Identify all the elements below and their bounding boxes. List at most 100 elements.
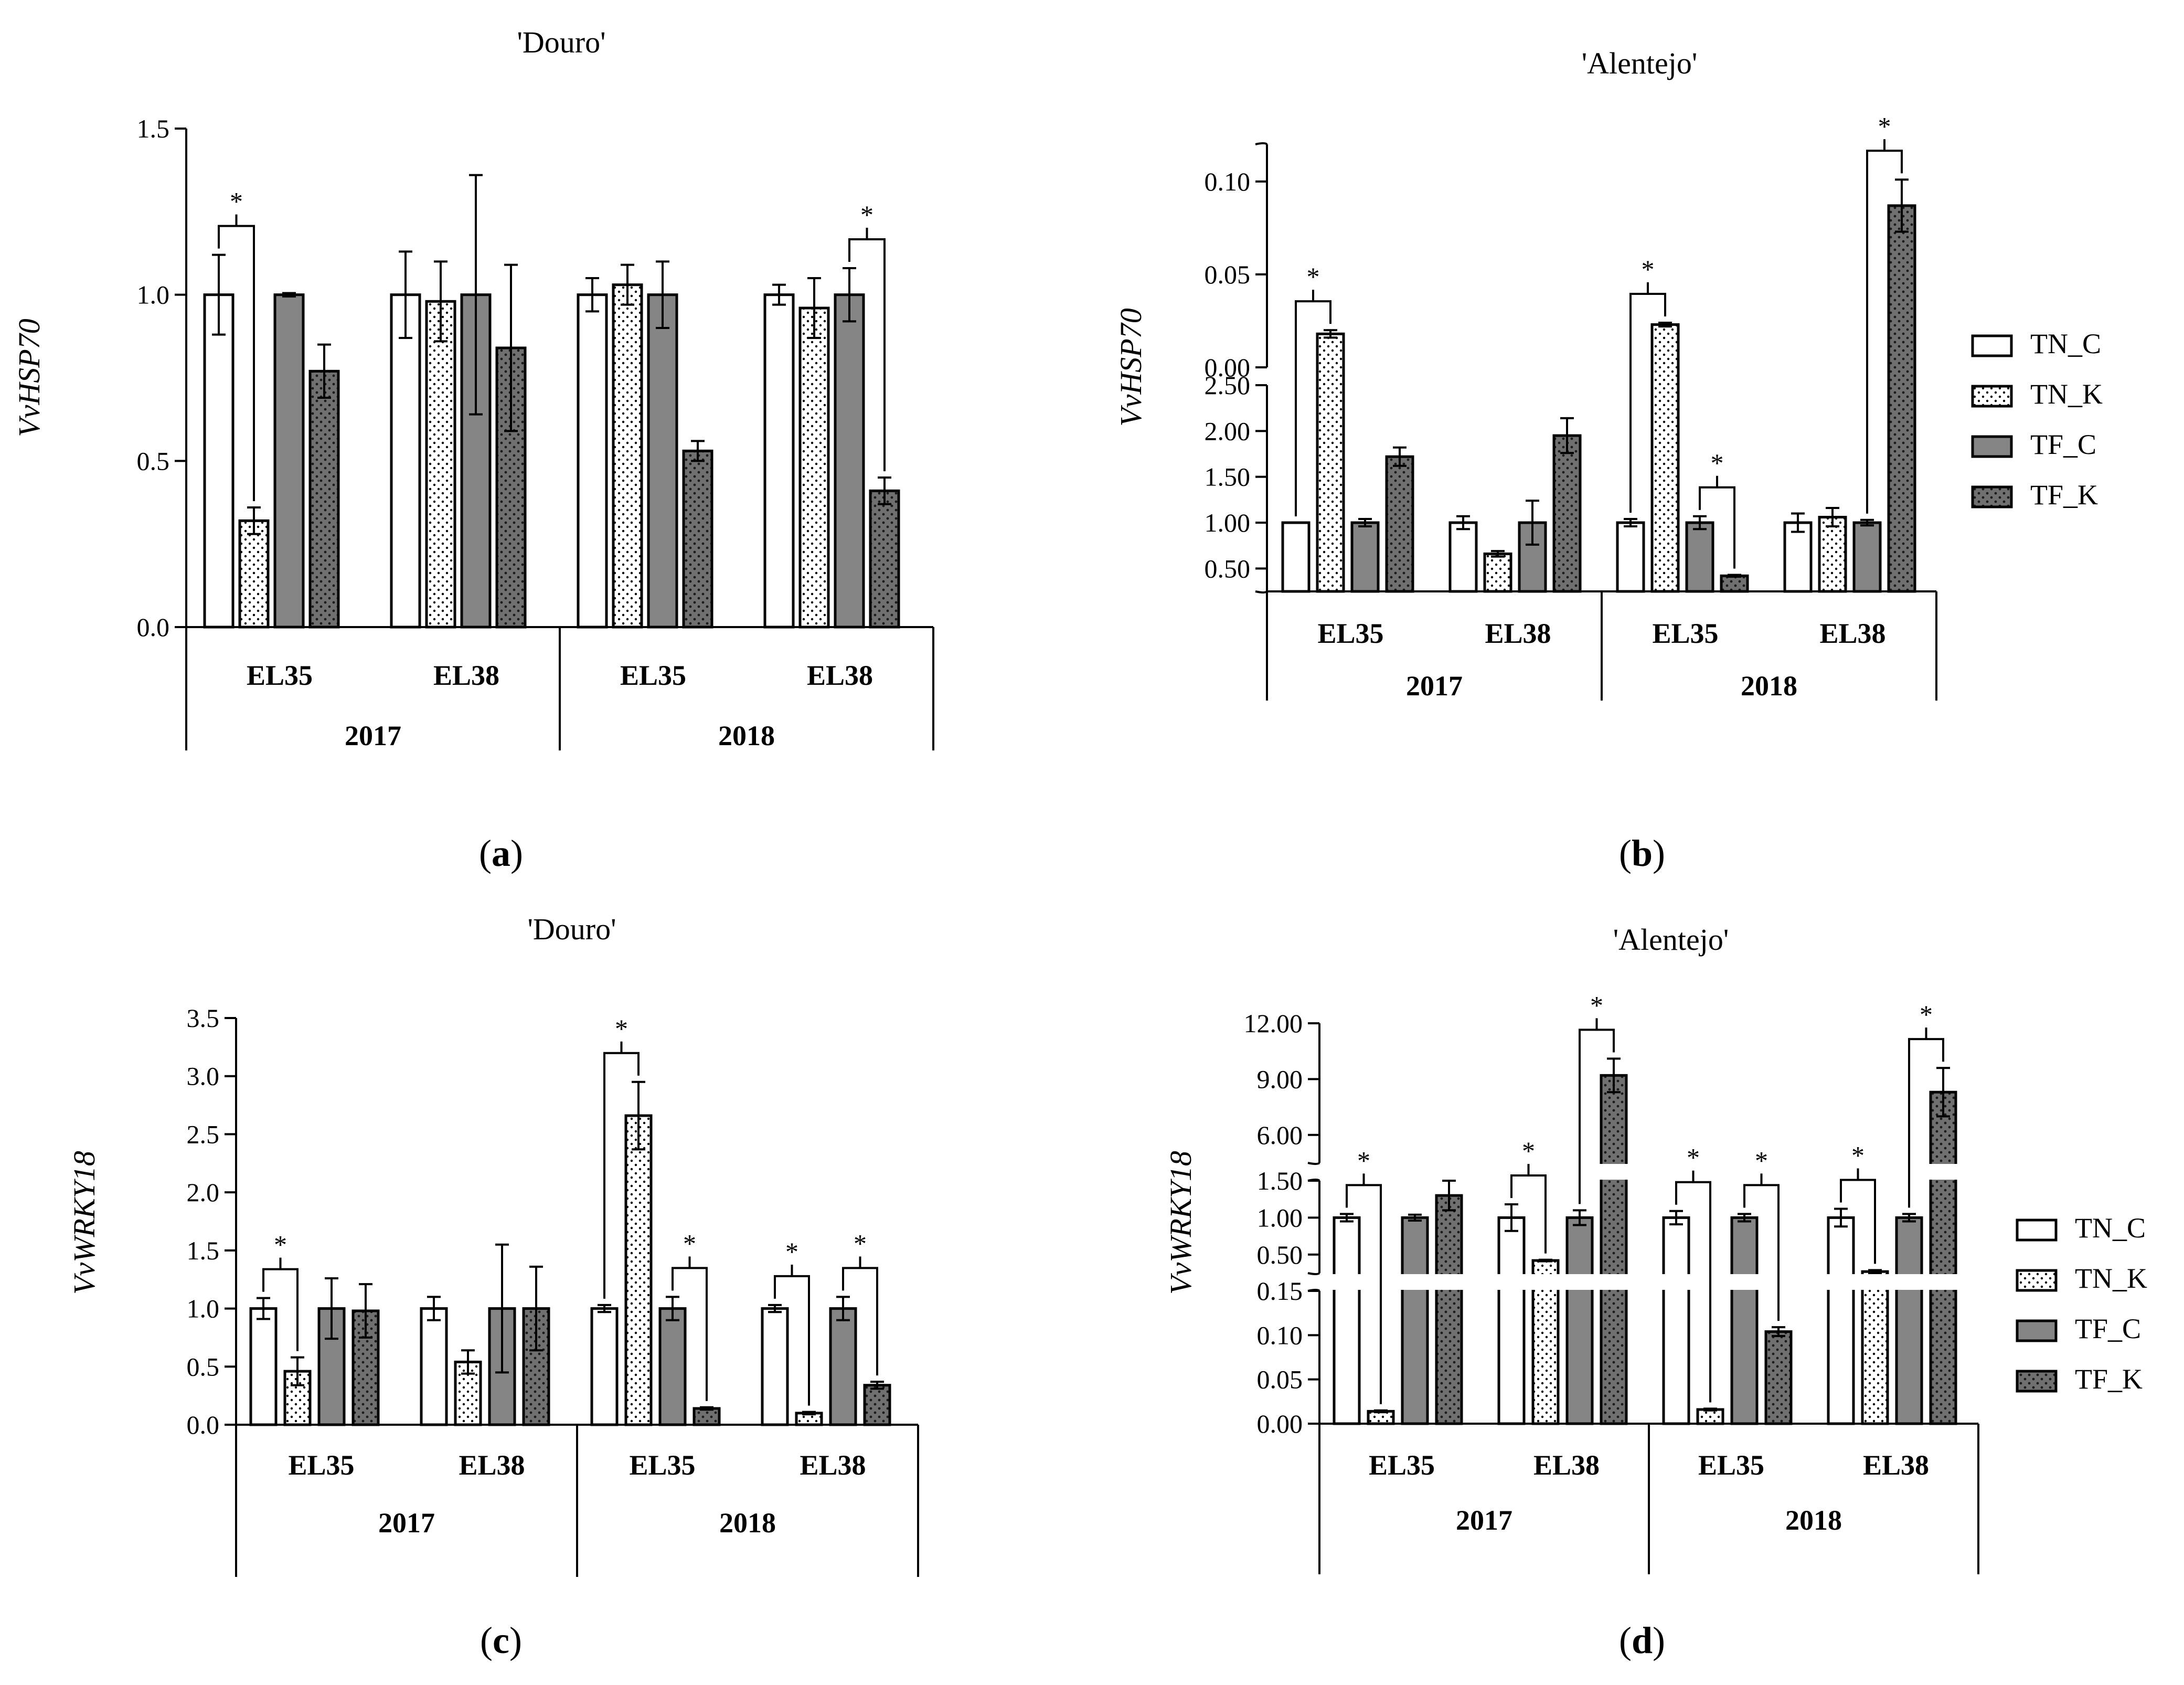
bar-tf_k — [863, 1384, 891, 1426]
significance-star: * — [1851, 1141, 1865, 1170]
bar-tf_k — [869, 489, 900, 629]
panel-letter: b — [1632, 832, 1653, 874]
bar-tn_k — [1861, 1270, 1889, 1425]
bar-tf_k — [682, 449, 713, 629]
y-tick-label: 1.50 — [1205, 462, 1251, 492]
significance-star: * — [1755, 1146, 1768, 1175]
bar-tn_c — [1448, 521, 1478, 593]
legend-top: TN_C TN_K TF_C TF_K — [1971, 328, 2103, 511]
bar-tf_c — [1401, 1216, 1429, 1425]
panel-caption: (a) — [479, 832, 523, 874]
bar-tn_k — [238, 519, 270, 629]
bar-tn_c — [1497, 1216, 1526, 1425]
legend-bottom: TN_C TN_K TF_C TF_K — [2016, 1212, 2147, 1395]
significance-bracket — [1579, 1029, 1615, 1204]
bar-tn_k — [624, 1114, 653, 1426]
bar-tf_c — [834, 293, 865, 629]
bar-tn_c — [1281, 521, 1311, 593]
legend-label: TF_C — [2075, 1313, 2141, 1344]
bar-tf_c — [1895, 1216, 1923, 1425]
legend-swatch-tn_k — [1971, 385, 2013, 408]
y-tick-label: 1.0 — [137, 280, 170, 310]
panel-caption: (c) — [480, 1619, 522, 1661]
chart-title: 'Alentejo' — [1582, 46, 1698, 80]
category-label: EL35 — [1369, 1449, 1435, 1481]
y-tick-label: 1.5 — [187, 1236, 220, 1265]
y-tick-label: 0.5 — [187, 1352, 220, 1381]
y-tick-label: 0.5 — [137, 446, 170, 475]
y-tick-label: 0.15 — [1257, 1276, 1303, 1306]
axis-break-mark — [1307, 1162, 1320, 1165]
y-tick-label: 0.50 — [1257, 1240, 1303, 1269]
panel-letter: c — [493, 1619, 509, 1661]
category-label: EL35 — [1652, 618, 1718, 649]
year-label: 2018 — [719, 1507, 776, 1539]
significance-bracket — [218, 225, 255, 501]
year-label: 2018 — [718, 720, 775, 751]
year-label: 2018 — [1741, 670, 1797, 702]
category-label: EL35 — [247, 660, 313, 691]
significance-star: * — [274, 1230, 287, 1259]
y-tick-label: 9.00 — [1257, 1064, 1303, 1094]
category-label: EL35 — [288, 1449, 354, 1481]
y-tick-label: 0.50 — [1205, 554, 1251, 583]
bar-tf_c — [829, 1307, 857, 1426]
category-label: EL38 — [807, 660, 873, 691]
bar-tn_k — [1316, 332, 1345, 593]
category-label: EL38 — [1485, 618, 1551, 649]
bar-tf_c — [1852, 521, 1882, 593]
y-tick-label: 2.00 — [1205, 416, 1251, 446]
bar-tf_k — [1887, 204, 1916, 593]
year-label: 2017 — [1456, 1504, 1512, 1536]
bar-tn_c — [577, 293, 608, 629]
panel-caption: (b) — [1619, 832, 1665, 874]
y-axis-label: VvHSP70 — [1114, 308, 1148, 427]
bar-tf_k — [1385, 455, 1414, 593]
legend-label: TF_K — [2075, 1363, 2143, 1395]
bar-tn_k — [1483, 552, 1512, 593]
bar-tn_c — [249, 1307, 278, 1426]
bar-tn_c — [1662, 1216, 1690, 1425]
significance-star: * — [854, 1228, 867, 1258]
bar-tn_c — [1827, 1216, 1855, 1425]
bar-tf_c — [658, 1307, 687, 1426]
category-label: EL35 — [1698, 1449, 1764, 1481]
y-axis-label: VvWRKY18 — [1164, 1151, 1198, 1295]
bar-tn_c — [1783, 521, 1813, 593]
significance-star: * — [1920, 1000, 1933, 1029]
legend-swatch-tn_c — [1971, 334, 2013, 357]
axis-break-mark — [1307, 1179, 1320, 1182]
axis-break-mark — [1307, 1272, 1320, 1275]
y-tick-label: 2.50 — [1205, 370, 1251, 400]
chart-panel-c: 'Douro' (c) VvWRKY18 0.0 0.5 1.0 1.5 2.0 2.5 3.0 3… — [67, 912, 919, 1661]
year-label: 2017 — [345, 720, 401, 751]
axis-break-mark — [1255, 590, 1268, 594]
significance-star: * — [1711, 448, 1724, 478]
significance-bracket — [1295, 300, 1331, 516]
significance-bracket — [672, 1267, 708, 1401]
legend-label: TN_K — [2030, 378, 2103, 410]
bar-tn_c — [1333, 1216, 1361, 1425]
bar-tn_k — [1696, 1408, 1724, 1425]
y-tick-label: 0.00 — [1257, 1409, 1303, 1438]
significance-star: * — [615, 1014, 628, 1043]
category-label: EL35 — [620, 660, 686, 691]
significance-star: * — [230, 187, 243, 216]
category-label: EL35 — [1317, 618, 1383, 649]
category-label: EL38 — [800, 1449, 866, 1481]
y-tick-label: 3.5 — [187, 1003, 220, 1033]
chart-title: 'Alentejo' — [1613, 923, 1729, 957]
significance-star: * — [1522, 1136, 1535, 1165]
chart-title: 'Douro' — [527, 912, 616, 946]
y-tick-label: 12.00 — [1244, 1009, 1303, 1038]
axis-break-gap — [1320, 1164, 1979, 1180]
bar-tf_c — [1565, 1216, 1594, 1425]
y-tick-label: 0.00 — [1205, 353, 1251, 382]
y-tick-label: 0.05 — [1205, 260, 1251, 289]
chart-panel-a: 'Douro' (a) VvHSP70 0.0 0.5 1.0 1.5 EL35 EL38 EL3… — [12, 25, 934, 874]
y-tick-label: 2.0 — [187, 1178, 220, 1207]
bar-tn_k — [798, 306, 830, 629]
bar-tf_c — [1350, 521, 1380, 593]
y-tick-label: 3.0 — [187, 1062, 220, 1091]
axis-break-gap — [1320, 1274, 1979, 1290]
